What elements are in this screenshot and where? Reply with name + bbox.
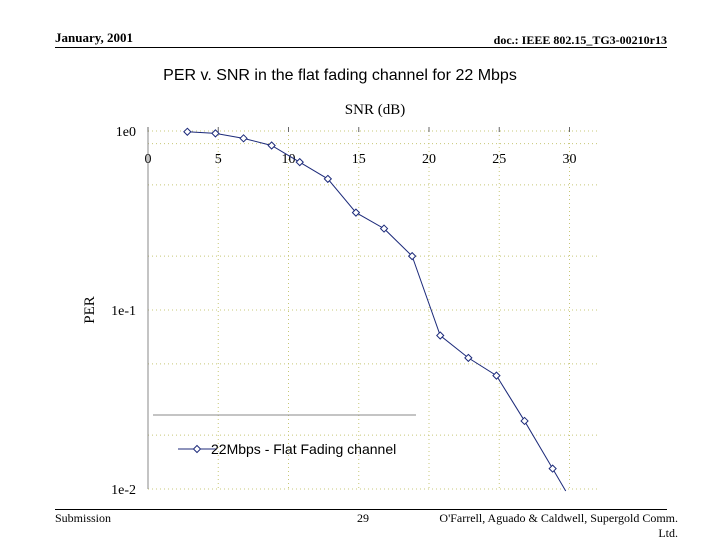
series-line-0	[187, 131, 567, 492]
data-point	[211, 129, 220, 138]
footer-page-number: 29	[357, 511, 369, 525]
x-axis-title: SNR (dB)	[345, 102, 405, 118]
header-doc-id: doc.: IEEE 802.15_TG3-00210r13	[493, 33, 667, 47]
footer-authors-line1: O'Farrell, Aguado & Caldwell, Supergold …	[439, 511, 678, 525]
data-point	[295, 157, 304, 167]
data-point	[267, 141, 276, 150]
x-tick-label-15: 15	[352, 152, 366, 167]
data-point	[183, 127, 192, 136]
data-point	[492, 371, 501, 380]
footer-authors: O'Farrell, Aguado & Caldwell, Supergold …	[400, 511, 678, 541]
grid-layer	[148, 130, 598, 490]
footer-submission: Submission	[55, 511, 112, 525]
footer-authors-line2: Ltd.	[658, 526, 678, 540]
y-tick-label-1: 1e-1	[111, 304, 136, 319]
x-tick-label-0: 0	[145, 152, 152, 167]
legend-label: 22Mbps - Flat Fading channel	[211, 441, 396, 457]
footer-rule	[55, 509, 667, 510]
x-tick-label-20: 20	[422, 152, 436, 167]
data-point	[379, 224, 389, 233]
x-tick-label-30: 30	[563, 152, 577, 167]
slide-title: PER v. SNR in the flat fading channel fo…	[163, 67, 517, 84]
y-axis-title: PER	[82, 296, 98, 324]
data-point	[436, 331, 445, 340]
series-layer	[183, 127, 567, 492]
y-tick-label-0: 1e0	[116, 125, 136, 140]
data-point	[407, 251, 417, 261]
header-rule	[55, 47, 667, 48]
x-tick-label-10: 10	[282, 152, 296, 167]
data-point	[351, 208, 361, 217]
x-tick-label-5: 5	[215, 152, 222, 167]
data-point	[323, 174, 333, 184]
data-point	[548, 464, 557, 473]
data-point	[464, 353, 473, 363]
axis-layer: 0 5 10 15 20 25 30 1e0 1e-1 1e-2	[111, 125, 576, 498]
x-tick-label-25: 25	[492, 152, 506, 167]
data-point	[239, 134, 248, 143]
y-tick-label-2: 1e-2	[111, 483, 136, 498]
data-point	[520, 416, 529, 426]
legend-marker	[192, 444, 202, 454]
legend-layer: 22Mbps - Flat Fading channel	[153, 414, 416, 457]
header-date: January, 2001	[55, 30, 134, 45]
